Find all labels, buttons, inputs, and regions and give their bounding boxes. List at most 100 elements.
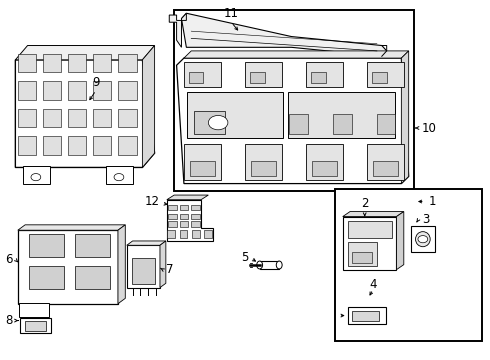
Polygon shape — [181, 13, 387, 56]
Bar — [168, 221, 176, 226]
Text: 6: 6 — [5, 253, 13, 266]
Polygon shape — [169, 13, 186, 47]
Bar — [250, 72, 265, 83]
Bar — [18, 109, 36, 127]
Bar — [260, 261, 279, 269]
Polygon shape — [143, 45, 155, 167]
Bar — [179, 221, 188, 226]
Bar — [25, 321, 46, 331]
Circle shape — [31, 174, 41, 181]
Bar — [251, 161, 276, 176]
Bar — [168, 214, 176, 220]
Bar — [367, 62, 404, 87]
Bar — [29, 266, 64, 289]
Bar — [19, 303, 49, 317]
Bar — [347, 307, 386, 324]
Bar — [352, 311, 379, 321]
Text: 9: 9 — [92, 76, 100, 89]
Bar — [68, 136, 86, 155]
Bar — [347, 242, 377, 266]
Bar — [118, 136, 137, 155]
Text: 3: 3 — [422, 213, 429, 226]
Bar — [93, 109, 112, 127]
Bar — [127, 245, 160, 288]
Bar — [306, 144, 343, 180]
Bar — [118, 81, 137, 100]
Text: 5: 5 — [242, 251, 249, 264]
Polygon shape — [118, 225, 125, 304]
Bar — [93, 54, 112, 72]
Bar — [18, 136, 36, 155]
Bar — [93, 136, 112, 155]
Text: 2: 2 — [361, 198, 368, 211]
Bar — [18, 230, 118, 304]
Bar — [174, 10, 414, 191]
Bar — [184, 62, 221, 87]
Polygon shape — [401, 51, 409, 184]
Bar — [191, 214, 200, 220]
Circle shape — [418, 235, 428, 243]
Bar — [29, 234, 64, 257]
Bar — [18, 81, 36, 100]
Text: 11: 11 — [224, 8, 239, 21]
Bar — [245, 62, 282, 87]
Polygon shape — [15, 60, 155, 167]
Bar — [347, 221, 392, 238]
Bar — [106, 166, 133, 184]
Bar — [335, 189, 482, 341]
Circle shape — [114, 174, 124, 181]
Bar — [189, 72, 203, 83]
Text: 4: 4 — [369, 278, 377, 291]
Text: 1: 1 — [428, 195, 436, 208]
Polygon shape — [167, 195, 208, 200]
Bar — [312, 161, 337, 176]
Bar — [167, 230, 175, 238]
Bar — [194, 111, 225, 134]
Bar — [306, 62, 343, 87]
Ellipse shape — [416, 231, 430, 247]
Bar — [372, 72, 387, 83]
Polygon shape — [18, 225, 125, 230]
Bar — [288, 92, 395, 138]
Bar — [75, 266, 110, 289]
Ellipse shape — [276, 261, 282, 269]
Bar — [68, 81, 86, 100]
Bar — [43, 136, 61, 155]
Bar — [20, 319, 50, 333]
Bar — [93, 81, 112, 100]
Text: 12: 12 — [145, 195, 159, 208]
Bar — [411, 226, 435, 252]
Bar — [179, 205, 188, 211]
Bar — [168, 205, 176, 211]
Bar — [68, 109, 86, 127]
Bar — [191, 205, 200, 211]
Bar — [190, 161, 215, 176]
Polygon shape — [167, 200, 213, 241]
Text: 10: 10 — [422, 122, 437, 135]
Bar — [43, 81, 61, 100]
Bar — [333, 114, 351, 134]
Polygon shape — [160, 241, 166, 288]
Bar — [179, 230, 187, 238]
Bar — [184, 144, 221, 180]
Text: 7: 7 — [166, 263, 173, 276]
Bar — [191, 221, 200, 226]
Bar — [43, 54, 61, 72]
Text: 8: 8 — [5, 314, 13, 327]
Bar — [118, 54, 137, 72]
Bar — [343, 217, 396, 270]
Bar — [68, 54, 86, 72]
Bar — [289, 114, 308, 134]
Polygon shape — [396, 212, 404, 270]
Polygon shape — [15, 45, 155, 60]
Bar — [132, 258, 155, 284]
Bar — [311, 72, 326, 83]
Bar — [187, 92, 283, 138]
Bar — [192, 230, 199, 238]
Polygon shape — [176, 58, 409, 184]
Bar — [118, 109, 137, 127]
Polygon shape — [343, 212, 404, 217]
Bar — [23, 166, 49, 184]
Bar — [43, 109, 61, 127]
Bar — [367, 144, 404, 180]
